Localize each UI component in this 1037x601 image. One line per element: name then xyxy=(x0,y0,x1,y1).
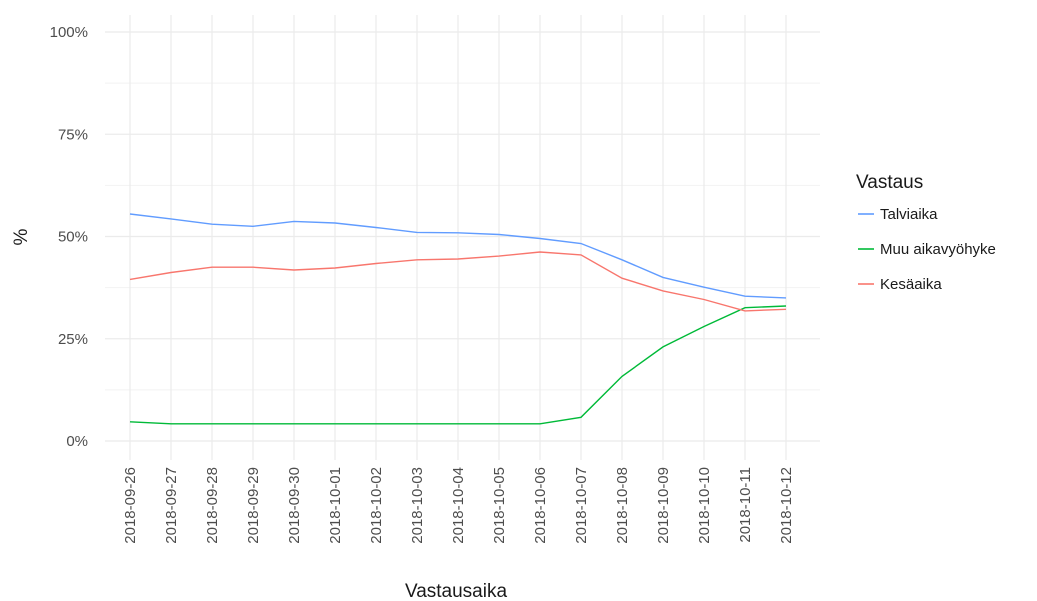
x-tick-label: 2018-10-11 xyxy=(737,467,754,543)
legend-item: Talviaika xyxy=(858,206,938,223)
series-line-talviaika xyxy=(129,213,787,299)
series-lines xyxy=(129,213,787,425)
y-axis-ticks: 0% 25% 50% 75% 100% xyxy=(50,24,88,450)
legend-item: Kesäaika xyxy=(858,276,942,293)
x-tick-label: 2018-09-29 xyxy=(245,467,262,544)
x-tick-label: 2018-10-02 xyxy=(368,467,385,544)
x-tick-label: 2018-10-08 xyxy=(614,467,631,544)
series-line-muu-aikavy-hyke xyxy=(129,305,787,425)
legend-label: Talviaika xyxy=(880,206,938,223)
x-tick-label: 2018-10-04 xyxy=(450,467,467,544)
y-tick-label: 50% xyxy=(58,229,88,246)
x-tick-label: 2018-10-10 xyxy=(696,467,713,544)
legend-title: Vastaus xyxy=(856,172,923,193)
x-tick-label: 2018-09-26 xyxy=(122,467,139,544)
legend-item: Muu aikavyöhyke xyxy=(858,241,996,258)
x-tick-label: 2018-09-28 xyxy=(204,467,221,544)
y-tick-label: 100% xyxy=(50,24,88,41)
x-axis-ticks: 2018-09-26 2018-09-27 2018-09-28 2018-09-29… xyxy=(122,467,795,544)
y-tick-label: 25% xyxy=(58,331,88,348)
x-tick-label: 2018-10-07 xyxy=(573,467,590,544)
x-tick-label: 2018-09-30 xyxy=(286,467,303,544)
x-tick-label: 2018-10-03 xyxy=(409,467,426,544)
y-axis-title: % xyxy=(11,228,32,245)
x-tick-label: 2018-10-06 xyxy=(532,467,549,544)
y-tick-label: 75% xyxy=(58,126,88,143)
legend-label: Kesäaika xyxy=(880,276,942,293)
x-tick-label: 2018-10-12 xyxy=(778,467,795,544)
major-gridlines xyxy=(105,15,820,460)
x-axis-title: Vastausaika xyxy=(405,581,508,601)
legend-label: Muu aikavyöhyke xyxy=(880,241,996,258)
x-tick-label: 2018-09-27 xyxy=(163,467,180,544)
x-tick-label: 2018-10-09 xyxy=(655,467,672,544)
x-tick-label: 2018-10-01 xyxy=(327,467,344,544)
legend: Vastaus Talviaika Muu aikavyöhyke Kesäaika xyxy=(856,172,996,293)
series-line-kes-aika xyxy=(129,251,787,312)
legend-items: Talviaika Muu aikavyöhyke Kesäaika xyxy=(858,206,996,293)
y-tick-label: 0% xyxy=(66,433,88,450)
x-tick-label: 2018-10-05 xyxy=(491,467,508,544)
minor-gridlines xyxy=(105,82,820,391)
